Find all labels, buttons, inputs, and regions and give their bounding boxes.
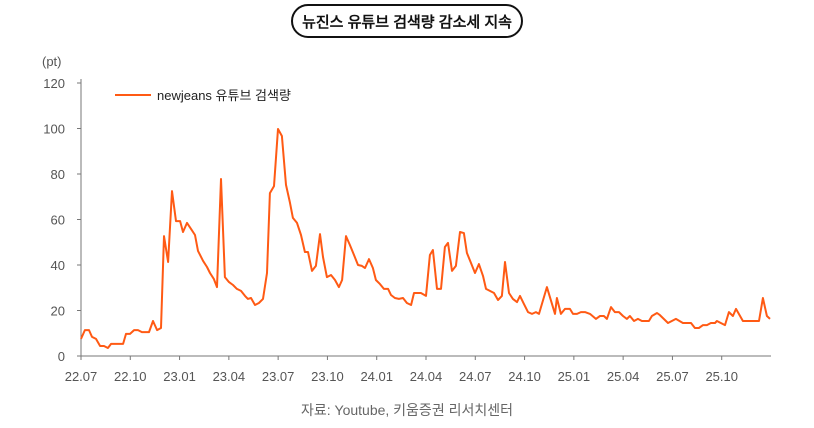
x-tick-label: 23.10 bbox=[311, 369, 344, 384]
y-tick-label: 20 bbox=[51, 304, 65, 319]
x-tick-label: 25.10 bbox=[705, 369, 738, 384]
y-tick-label: 0 bbox=[58, 349, 65, 364]
x-tick-label: 25.07 bbox=[656, 369, 689, 384]
x-tick-label: 23.07 bbox=[262, 369, 295, 384]
y-tick-label: 100 bbox=[43, 122, 65, 137]
y-tick-label: 120 bbox=[43, 76, 65, 91]
y-tick-label: 80 bbox=[51, 167, 65, 182]
x-tick-label: 24.07 bbox=[459, 369, 492, 384]
x-tick-label: 24.10 bbox=[508, 369, 541, 384]
x-tick-label: 22.07 bbox=[65, 369, 98, 384]
legend-label: newjeans 유튜브 검색량 bbox=[157, 88, 291, 103]
x-tick-label: 24.04 bbox=[410, 369, 443, 384]
series-line-newjeans bbox=[80, 128, 771, 349]
y-tick-label: 60 bbox=[51, 213, 65, 228]
source-note: 자료: Youtube, 키움증권 리서치센터 bbox=[300, 402, 513, 418]
x-tick-label: 24.01 bbox=[360, 369, 393, 384]
y-axis-label: (pt) bbox=[42, 54, 62, 69]
x-tick-label: 25.04 bbox=[607, 369, 640, 384]
x-tick-label: 22.10 bbox=[114, 369, 147, 384]
y-tick-label: 40 bbox=[51, 258, 65, 273]
x-tick-label: 23.01 bbox=[163, 369, 196, 384]
chart-title: 뉴진스 유튜브 검색량 감소세 지속 bbox=[291, 4, 523, 38]
x-tick-label: 23.04 bbox=[213, 369, 246, 384]
x-tick-label: 25.01 bbox=[558, 369, 591, 384]
